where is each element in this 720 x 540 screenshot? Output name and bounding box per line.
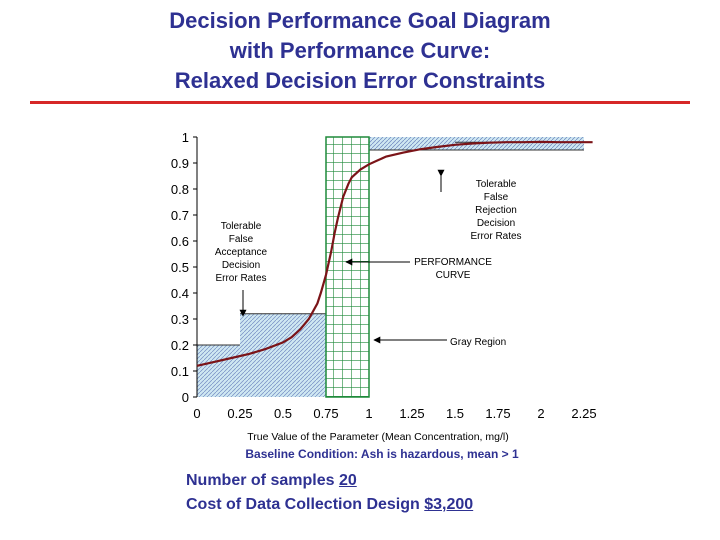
y-tick-label-6: 0.6 <box>171 234 189 249</box>
title-line-1: Decision Performance Goal Diagram <box>169 8 551 33</box>
x-tick-label-8: 2 <box>537 406 544 421</box>
y-tick-label-4: 0.4 <box>171 286 189 301</box>
false-acceptance-label-line-3: Decision <box>222 260 260 271</box>
x-tick-label-7: 1.75 <box>485 406 510 421</box>
samples-line: Number of samples 20 <box>186 472 357 490</box>
x-tick-label-2: 0.5 <box>274 406 292 421</box>
false-rejection-label-line-4: Error Rates <box>470 231 521 242</box>
baseline-condition: Baseline Condition: Ash is hazardous, me… <box>245 447 519 461</box>
performance-curve-label-line-1: CURVE <box>436 270 471 281</box>
x-tick-label-5: 1.25 <box>399 406 424 421</box>
false-acceptance-label-line-0: Tolerable <box>221 221 262 232</box>
y-tick-label-2: 0.2 <box>171 338 189 353</box>
y-tick-label-5: 0.5 <box>171 260 189 275</box>
false-rejection-label-line-3: Decision <box>477 218 515 229</box>
annotations: Tolerable False Acceptance Decision Error Ra… <box>215 169 522 348</box>
gray-region-grid <box>325 136 370 398</box>
y-tick-label-1: 0.1 <box>171 364 189 379</box>
y-tick-label-3: 0.3 <box>171 312 189 327</box>
gray-region-label-line-0: Gray Region <box>450 337 506 348</box>
x-tick-label-4: 1 <box>365 406 372 421</box>
y-tick-label-8: 0.8 <box>171 182 189 197</box>
performance-curve-line <box>196 140 593 367</box>
cost-label: Cost of Data Collection Design <box>186 496 420 513</box>
cost-value: $3,200 <box>424 496 474 513</box>
title-line-3: Relaxed Decision Error Constraints <box>174 68 546 93</box>
false-acceptance-hatch-1 <box>240 313 326 397</box>
gray-region-layer <box>325 136 370 398</box>
samples-label: Number of samples <box>186 472 335 489</box>
performance-curve-label-line-0: PERFORMANCE <box>414 257 492 268</box>
false-rejection-label-line-0: Tolerable <box>476 179 517 190</box>
y-tick-label-0: 0 <box>182 390 189 405</box>
axes: 0 0.1 0.2 0.3 0.4 0.5 0.6 0.7 0.8 0.9 1 0 0.25 0.5 0.7… <box>171 130 597 421</box>
false-rejection-label-line-1: False <box>484 192 509 203</box>
false-acceptance-label-line-4: Error Rates <box>215 273 266 284</box>
x-tick-label-6: 1.5 <box>446 406 464 421</box>
x-tick-label-3: 0.75 <box>313 406 338 421</box>
samples-value: 20 <box>338 472 357 489</box>
x-tick-label-9: 2.25 <box>571 406 596 421</box>
curve-layer <box>196 140 593 367</box>
x-tick-label-0: 0 <box>193 406 200 421</box>
x-tick-label-1: 0.25 <box>227 406 252 421</box>
cost-line: Cost of Data Collection Design $3,200 <box>186 496 473 514</box>
y-tick-label-7: 0.7 <box>171 208 189 223</box>
y-tick-label-10: 1 <box>182 130 189 145</box>
false-acceptance-label-line-2: Acceptance <box>215 247 268 258</box>
false-rejection-hatch-1 <box>455 137 584 143</box>
x-axis-label: True Value of the Parameter (Mean Concen… <box>247 431 508 443</box>
y-tick-label-9: 0.9 <box>171 156 189 171</box>
slide-title: Decision Performance Goal Diagram with P… <box>0 6 720 96</box>
error-regions <box>197 137 584 397</box>
title-underline <box>30 101 690 104</box>
false-rejection-label-line-2: Rejection <box>475 205 517 216</box>
title-line-2: with Performance Curve: <box>229 38 491 63</box>
false-acceptance-label-line-1: False <box>229 234 254 245</box>
